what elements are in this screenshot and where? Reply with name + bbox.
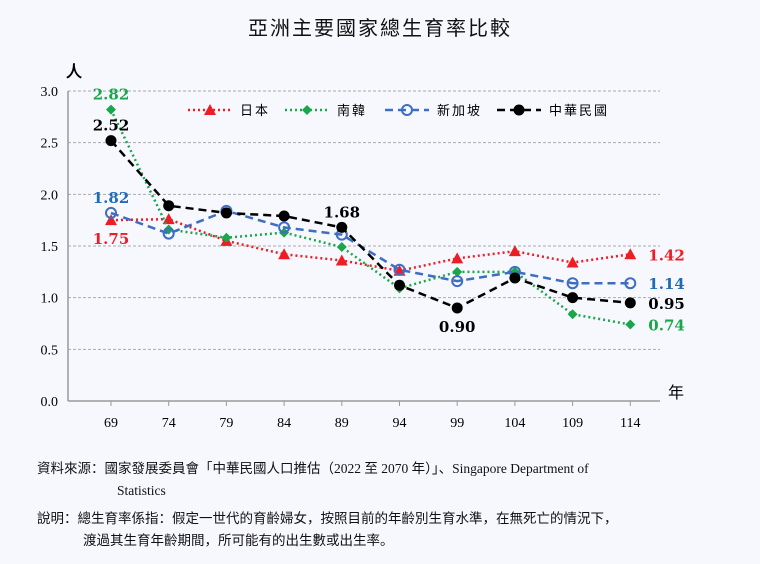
chart-title: 亞洲主要國家總生育率比較	[248, 16, 512, 40]
data-label: 2.52	[93, 117, 130, 135]
data-point	[451, 252, 464, 264]
source-line-1: 資料來源：國家發展委員會「中華民國人口推估（2022 至 2070 年）」、Si…	[37, 461, 589, 476]
data-point	[567, 309, 578, 320]
explain-line-1: 說明：總生育率係指：假定一世代的育齡婦女，按照目前的年齡別生育水準，在無死亡的情…	[37, 511, 618, 526]
x-tick-label: 99	[450, 416, 464, 431]
data-point	[335, 254, 348, 266]
data-point	[162, 227, 175, 240]
data-label: 1.42	[648, 246, 685, 264]
data-label: 1.68	[324, 203, 361, 221]
explanation-note: 說明：總生育率係指：假定一世代的育齡婦女，按照目前的年齡別生育水準，在無死亡的情…	[37, 508, 618, 552]
x-tick-label: 74	[162, 416, 176, 431]
data-label: 1.82	[93, 189, 130, 207]
legend-marker	[513, 104, 525, 116]
legend-label: 南韓	[337, 103, 367, 119]
series-line-3	[110, 139, 631, 310]
data-point	[566, 277, 579, 290]
data-point	[625, 319, 636, 330]
data-point	[278, 210, 290, 222]
data-point	[451, 302, 463, 314]
data-point	[509, 272, 521, 284]
data-label: 2.82	[93, 86, 130, 104]
explain-line-2: 渡過其生育年齡期間，所可能有的出生數或出生率。	[83, 533, 394, 548]
data-point	[624, 248, 637, 260]
data-point	[624, 277, 637, 290]
legend-label: 新加坡	[437, 103, 482, 119]
data-point	[624, 297, 636, 309]
y-tick-label: 0.5	[41, 343, 59, 358]
data-point	[106, 104, 116, 115]
data-label: 0.95	[648, 295, 685, 313]
series-line-2	[110, 209, 631, 285]
x-tick-label: 114	[620, 416, 640, 431]
data-point	[220, 207, 232, 219]
data-label: 1.14	[648, 275, 685, 293]
data-point	[566, 256, 579, 268]
legend-marker	[401, 104, 413, 116]
legend-label: 中華民國	[549, 104, 609, 119]
y-tick-label: 3.0	[41, 85, 59, 100]
data-label: 1.75	[93, 230, 130, 248]
x-tick-label: 109	[562, 416, 583, 431]
legend-marker	[204, 104, 216, 115]
x-tick-label: 104	[504, 416, 525, 431]
data-label: 0.90	[439, 318, 476, 336]
data-point	[336, 221, 348, 233]
data-point	[508, 245, 521, 257]
data-point	[452, 266, 463, 277]
x-tick-label: 69	[104, 416, 118, 431]
series-line-1	[109, 109, 631, 326]
data-point	[105, 206, 117, 219]
source-note: 資料來源：國家發展委員會「中華民國人口推估（2022 至 2070 年）」、Si…	[37, 458, 589, 502]
y-axis-label: 人	[66, 62, 83, 81]
data-point	[105, 135, 117, 147]
source-line-2: Statistics	[117, 483, 166, 498]
legend-label: 日本	[240, 104, 270, 119]
y-tick-label: 1.5	[41, 240, 59, 255]
y-tick-label: 0.0	[41, 395, 59, 410]
x-tick-label: 89	[335, 416, 349, 431]
x-tick-label: 94	[393, 416, 407, 431]
data-point	[567, 292, 579, 304]
data-point	[278, 221, 291, 234]
data-point	[393, 263, 406, 276]
y-tick-label: 2.0	[41, 188, 59, 203]
data-point	[451, 275, 464, 288]
y-tick-label: 1.0	[41, 292, 59, 307]
x-axis-label: 年	[668, 383, 684, 402]
data-point	[163, 200, 175, 212]
series-line-0	[110, 217, 631, 273]
data-point	[394, 279, 405, 291]
x-tick-label: 84	[277, 416, 291, 431]
data-point	[162, 213, 175, 225]
y-tick-label: 2.5	[41, 137, 59, 152]
legend-marker	[302, 105, 312, 115]
data-label: 0.74	[648, 317, 685, 335]
data-point	[105, 214, 117, 226]
data-point	[336, 242, 347, 253]
data-point	[221, 232, 232, 243]
line-chart: 0.0 0.5 1.0 1.5 2.0 2.5 3.0 69 74 79 84 89 94 99 104 10…	[41, 62, 685, 431]
x-tick-label: 79	[219, 416, 233, 431]
data-point	[278, 248, 291, 260]
